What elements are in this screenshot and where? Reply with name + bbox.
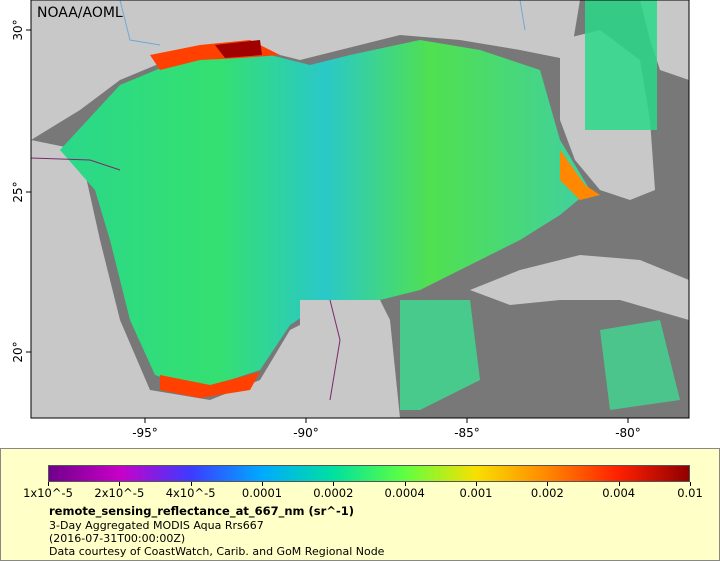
colorbar-tickmark xyxy=(476,482,477,486)
lat-tick-label: 20° xyxy=(11,341,25,362)
colorbar-tickmark xyxy=(404,482,406,486)
river-line xyxy=(519,0,526,31)
river-line xyxy=(119,0,161,46)
mississippi-delta-highlight xyxy=(215,40,262,58)
colorbar xyxy=(48,465,690,482)
gulf-reflectance-data xyxy=(60,40,590,390)
map-canvas: -95° -90° -85° -80° 30° 25° 20° NOAA/AOM… xyxy=(11,0,690,440)
caribbean-data xyxy=(400,300,480,410)
colorbar-tick-label: 0.0002 xyxy=(313,486,354,500)
dataset-timestamp: (2016-07-31T00:00:00Z) xyxy=(49,532,186,545)
lon-tick-label: -95° xyxy=(132,426,158,440)
legend-panel: remote_sensing_reflectance_at_667_nm (sr… xyxy=(0,448,720,561)
us-mexico-border xyxy=(30,157,121,171)
colorbar-tickmark xyxy=(190,482,192,486)
variable-name: remote_sensing_reflectance_at_667_nm (sr… xyxy=(49,504,354,518)
campeche-coast-highlight xyxy=(160,372,260,398)
colorbar-tick-label: 0.01 xyxy=(677,486,703,500)
lat-axis: 30° 25° 20° xyxy=(11,19,31,363)
caribbean-east-data xyxy=(600,320,680,410)
colorbar-tickmark xyxy=(618,482,620,486)
lat-tick-label: 25° xyxy=(11,181,25,202)
lon-tick-label: -90° xyxy=(293,426,319,440)
lon-tick-label: -85° xyxy=(454,426,480,440)
colorbar-tick-label: 1x10^-5 xyxy=(23,486,73,500)
lon-tick-label: -80° xyxy=(615,426,641,440)
dataset-description: 3-Day Aggregated MODIS Aqua Rrs667 xyxy=(49,519,264,532)
data-credit: Data courtesy of CoastWatch, Carib. and … xyxy=(49,545,385,558)
us-gulf-coast-land xyxy=(31,0,580,140)
lat-tick-label: 30° xyxy=(11,19,25,40)
colorbar-tickmark xyxy=(333,482,335,486)
map-frame-border xyxy=(30,0,690,419)
colorbar-tickmark xyxy=(262,482,263,486)
map-panel: -95° -90° -85° -80° 30° 25° 20° NOAA/AOM… xyxy=(11,0,690,440)
colorbar-tick-label: 0.002 xyxy=(530,486,564,500)
colorbar-tick-label: 2x10^-5 xyxy=(94,486,145,500)
colorbar-tick-label: 0.001 xyxy=(459,486,493,500)
lon-axis: -95° -90° -85° -80° xyxy=(132,418,641,440)
colorbar-tickmark xyxy=(690,482,691,486)
colorbar-tick-label: 0.004 xyxy=(602,486,636,500)
mexico-state-border xyxy=(329,299,341,401)
colorbar-tick-label: 4x10^-5 xyxy=(165,486,216,500)
atlantic-data-strip xyxy=(585,0,657,130)
colorbar-tickmark xyxy=(48,482,49,486)
colorbar-tickmark xyxy=(119,482,121,486)
florida-coast-highlight xyxy=(560,150,600,200)
cuba-land xyxy=(470,255,689,320)
colorbar-tick-label: 0.0004 xyxy=(384,486,425,500)
colorbar-tick-label: 0.0001 xyxy=(241,486,283,500)
yucatan-land xyxy=(300,300,390,390)
colorbar-tickmark xyxy=(547,482,549,486)
watermark-label: NOAA/AOML xyxy=(37,5,123,21)
